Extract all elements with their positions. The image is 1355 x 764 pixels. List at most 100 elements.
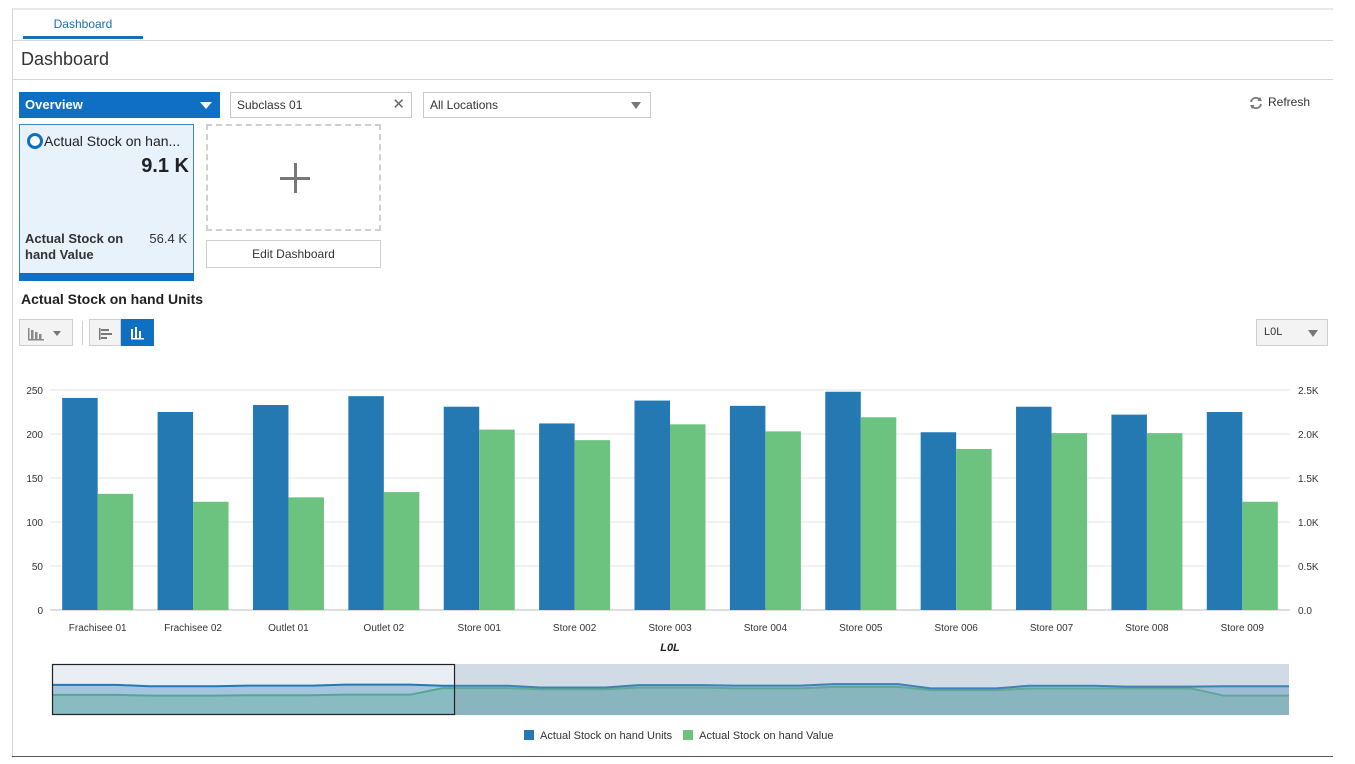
location-select[interactable]: All Locations	[423, 92, 651, 118]
y-tick-label-left: 100	[26, 518, 43, 529]
tab-bar: Dashboard	[13, 10, 1333, 41]
bar-value	[765, 431, 801, 610]
bar-chart-icon	[28, 328, 61, 341]
legend-label-units: Actual Stock on hand Units	[540, 730, 673, 742]
chevron-down-icon	[200, 102, 212, 109]
level-value: L0L	[1264, 326, 1283, 338]
bar-units	[1111, 414, 1147, 610]
view-select[interactable]: Overview	[19, 92, 220, 118]
close-icon[interactable]: ✕	[392, 96, 405, 113]
y-tick-label-left: 150	[26, 474, 43, 485]
bar-value	[574, 440, 611, 610]
overview-value-area	[52, 686, 1289, 715]
chart-title: Actual Stock on hand Units	[21, 291, 204, 307]
chart-legend: Actual Stock on hand Units Actual Stock …	[524, 730, 841, 742]
bar-units	[825, 391, 861, 610]
title-divider	[13, 79, 1333, 80]
bar-units	[920, 432, 957, 610]
level-select[interactable]: L0L	[1256, 319, 1328, 346]
bar-value	[1242, 501, 1278, 610]
tile-value: 9.1 K	[141, 155, 189, 177]
tile-title: Actual Stock on han...	[44, 133, 181, 149]
y-tick-label-left: 250	[26, 386, 43, 397]
tile-sub-value: 56.4 K	[149, 231, 187, 246]
refresh-button[interactable]: Refresh	[1248, 95, 1310, 110]
bar-chart: 0 0.0 50 0.5K 100 1.0K 150 1.5K 200 2.0K 250 2.5K Fr…	[26, 386, 1319, 716]
chevron-down-icon	[631, 102, 641, 109]
y-tick-label-left: 200	[26, 430, 43, 441]
bar-units	[634, 400, 670, 610]
x-tick-label: Store 007	[1030, 623, 1074, 634]
page-title: Dashboard	[21, 49, 110, 69]
bar-value	[1051, 433, 1088, 610]
x-tick-label: Frachisee 01	[69, 623, 127, 634]
subclass-value: Subclass 01	[237, 98, 303, 112]
bar-units	[1016, 406, 1052, 610]
bar-units	[729, 405, 766, 610]
x-axis-title: L0L	[660, 642, 680, 654]
y-tick-label-right: 0.5K	[1298, 562, 1319, 573]
refresh-icon	[1250, 96, 1262, 109]
bar-units	[443, 406, 480, 610]
x-tick-label: Store 004	[744, 623, 788, 634]
overview-units-line	[52, 683, 1289, 690]
x-tick-label: Store 001	[458, 623, 502, 634]
edit-dashboard-button[interactable]: Edit Dashboard	[206, 240, 381, 268]
bar-value	[670, 424, 706, 610]
legend-label-value: Actual Stock on hand Value	[699, 730, 834, 742]
subclass-input[interactable]: Subclass 01 ✕	[230, 92, 412, 118]
refresh-label: Refresh	[1268, 95, 1311, 109]
overview-selection-window[interactable]	[51, 663, 456, 716]
chart-type-button[interactable]	[19, 319, 73, 346]
dashboard-frame	[12, 8, 1333, 758]
x-tick-label: Store 005	[839, 623, 883, 634]
vertical-orientation-button[interactable]	[121, 319, 154, 346]
y-tick-label-right: 2.0K	[1298, 430, 1319, 441]
bottom-divider	[12, 756, 1333, 757]
chevron-down-icon	[1308, 330, 1318, 337]
tile-sub-label: Actual Stock on hand Value	[25, 231, 124, 262]
legend-item-value[interactable]: Actual Stock on hand Value	[683, 730, 833, 742]
bar-units	[348, 396, 384, 610]
view-select-value: Overview	[25, 97, 83, 112]
bar-value	[1146, 433, 1183, 610]
bar-units	[252, 404, 289, 610]
bar-value	[860, 417, 897, 610]
tile-selected-bar	[19, 273, 194, 281]
overview-unselected-mask	[454, 664, 1289, 715]
legend-swatch-units	[524, 730, 534, 740]
add-tile-button[interactable]	[206, 124, 381, 231]
location-value: All Locations	[430, 98, 499, 112]
bar-units	[539, 423, 575, 610]
x-tick-label: Store 003	[648, 623, 692, 634]
horizontal-bars-icon	[99, 328, 112, 340]
bar-value	[956, 448, 992, 610]
bar-value	[383, 492, 420, 610]
bar-value	[479, 429, 515, 610]
y-tick-label-right: 1.0K	[1298, 518, 1319, 529]
y-tick-label-right: 1.5K	[1298, 474, 1319, 485]
x-tick-label: Outlet 02	[364, 623, 405, 634]
legend-item-units[interactable]: Actual Stock on hand Units	[524, 730, 672, 742]
x-tick-label: Store 002	[553, 623, 597, 634]
bar-value	[193, 501, 229, 610]
bar-units	[157, 412, 194, 610]
radio-selected-icon	[27, 133, 43, 149]
y-tick-label-right: 0.0	[1298, 606, 1312, 617]
horizontal-orientation-button[interactable]	[89, 319, 121, 346]
tab-dashboard[interactable]: Dashboard	[23, 10, 143, 39]
bar-value	[97, 493, 134, 610]
x-tick-label: Store 006	[934, 623, 978, 634]
overview-units-area	[52, 684, 1289, 715]
y-tick-label-left: 0	[37, 606, 43, 617]
vertical-bars-icon	[131, 327, 144, 340]
x-tick-label: Outlet 01	[268, 623, 309, 634]
legend-swatch-value	[683, 730, 694, 740]
toolbar-separator	[82, 321, 83, 345]
x-tick-label: Frachisee 02	[164, 623, 222, 634]
metric-tile-stock-units[interactable]: Actual Stock on han... 9.1 K Actual Stoc…	[19, 124, 194, 281]
x-tick-label: Store 009	[1221, 623, 1265, 634]
bar-units	[62, 397, 98, 610]
y-tick-label-left: 50	[32, 562, 44, 573]
bar-value	[288, 497, 324, 610]
